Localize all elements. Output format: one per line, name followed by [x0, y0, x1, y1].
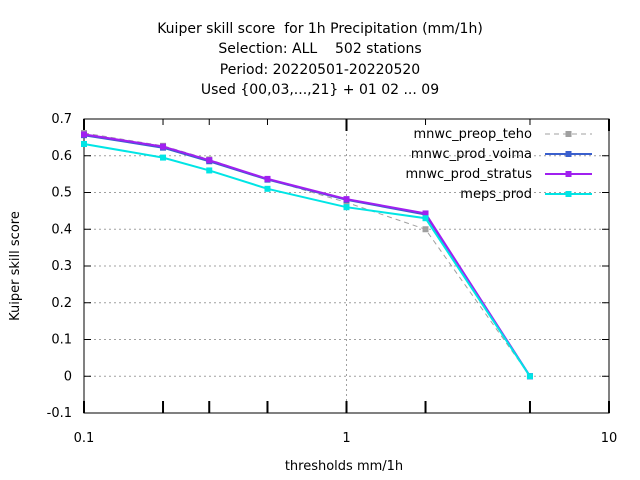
chart-title-line-2: Selection: ALL 502 stations [218, 41, 422, 57]
chart-title-line-4: Used {00,03,...,21} + 01 02 ... 09 [200, 82, 440, 98]
data-point [160, 154, 167, 161]
data-point [422, 210, 429, 217]
chart-title-line-3: Period: 20220501-20220520 [219, 62, 421, 78]
data-point [343, 204, 350, 211]
x-tick-labels: 0.1 1 10 [74, 431, 618, 446]
data-point [526, 373, 533, 380]
y-tick-label: 0.1 [51, 333, 72, 348]
data-point [422, 226, 429, 233]
data-point [264, 185, 271, 192]
x-tick-label: 10 [601, 431, 618, 446]
y-tick-label: 0.3 [51, 259, 72, 274]
legend-item-mnwc_prod_voima: mnwc_prod_voima [411, 147, 592, 162]
legend-item-mnwc_preop_teho: mnwc_preop_teho [414, 127, 592, 142]
chart-title-line-1: Kuiper skill score for 1h Precipitation … [157, 21, 483, 37]
legend-swatch-marker [565, 151, 572, 157]
legend-label: mnwc_prod_voima [411, 147, 532, 162]
y-tick-label: 0.4 [51, 222, 72, 237]
data-point [422, 215, 429, 222]
series-layer [81, 129, 533, 380]
legend-swatch-marker [565, 131, 572, 137]
x-tick-label: 0.1 [74, 431, 95, 446]
x-tick-label: 1 [342, 431, 350, 446]
data-point [206, 157, 213, 164]
y-tick-label: 0 [64, 369, 72, 384]
y-tick-label: -0.1 [47, 406, 72, 421]
legend-swatch-marker [565, 171, 572, 177]
data-point [160, 143, 167, 150]
legend-item-meps_prod: meps_prod [460, 187, 592, 202]
grid-lines [84, 119, 609, 413]
data-point [81, 140, 87, 147]
legend: mnwc_preop_teho mnwc_prod_voima mnwc_prod_… [406, 127, 592, 202]
y-tick-label: 0.5 [51, 186, 72, 201]
legend-label: mnwc_prod_stratus [406, 167, 533, 182]
data-point [264, 175, 271, 182]
legend-label: meps_prod [460, 187, 532, 202]
data-point [343, 196, 350, 203]
data-point [206, 167, 213, 174]
data-point [81, 131, 87, 138]
series-meps_prod [81, 140, 533, 380]
legend-swatch-marker [565, 191, 572, 197]
x-axis-label: thresholds mm/1h [285, 459, 403, 474]
y-tick-label: 0.7 [51, 112, 72, 127]
y-axis-label: Kuiper skill score [8, 211, 23, 321]
y-tick-labels: -0.1 0 0.1 0.2 0.3 0.4 0.5 0.6 0.7 [47, 112, 72, 421]
legend-item-mnwc_prod_stratus: mnwc_prod_stratus [406, 167, 592, 182]
y-tick-label: 0.6 [51, 149, 72, 164]
plot-frame [83, 118, 610, 414]
legend-label: mnwc_preop_teho [414, 127, 533, 142]
y-tick-label: 0.2 [51, 296, 72, 311]
